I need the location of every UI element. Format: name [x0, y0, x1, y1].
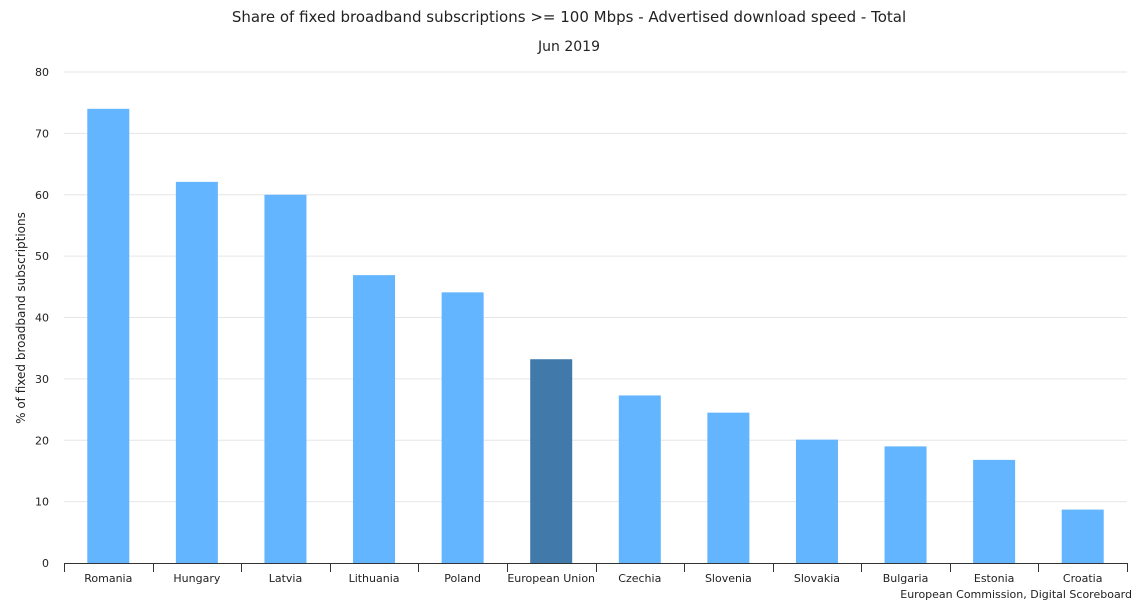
x-tick-label: Croatia	[1063, 572, 1103, 585]
bar-european-union[interactable]	[530, 359, 573, 563]
x-axis: Romania Hungary Latvia Lithuania Poland Europ…	[64, 563, 1128, 585]
y-tick-label: 60	[35, 189, 49, 202]
y-axis: 0 10 20 30 40 50 60 70 80	[35, 66, 49, 570]
bar-latvia[interactable]	[264, 194, 307, 563]
y-tick-label: 50	[35, 250, 49, 263]
y-tick-label: 20	[35, 434, 49, 447]
bar-czechia[interactable]	[618, 395, 661, 563]
bar-bulgaria[interactable]	[884, 446, 927, 563]
gridlines	[64, 71, 1127, 503]
x-tick-label: Hungary	[173, 572, 220, 585]
y-tick-label: 40	[35, 312, 49, 325]
bar-romania[interactable]	[87, 108, 130, 563]
x-tick-label: European Union	[507, 572, 595, 585]
bar-poland[interactable]	[441, 292, 484, 563]
y-tick-label: 70	[35, 127, 49, 140]
x-tick-label: Poland	[444, 572, 481, 585]
x-tick-label: Slovenia	[705, 572, 752, 585]
y-axis-label: % of fixed broadband subscriptions	[14, 212, 28, 424]
chart-title: Share of fixed broadband subscriptions >…	[232, 8, 906, 26]
y-tick-label: 10	[35, 496, 49, 509]
bar-slovenia[interactable]	[707, 412, 750, 563]
x-tick-label: Latvia	[269, 572, 303, 585]
bar-croatia[interactable]	[1061, 509, 1104, 563]
x-tick-label: Romania	[84, 572, 132, 585]
y-tick-label: 80	[35, 66, 49, 79]
bar-lithuania[interactable]	[353, 275, 396, 563]
x-tick-label: Czechia	[618, 572, 661, 585]
x-tick-label: Bulgaria	[883, 572, 929, 585]
credits-text[interactable]: European Commission, Digital Scoreboard	[900, 588, 1132, 601]
x-tick-label: Estonia	[974, 572, 1015, 585]
bar-slovakia[interactable]	[795, 439, 838, 563]
y-tick-label: 30	[35, 373, 49, 386]
chart-subtitle: Jun 2019	[537, 39, 600, 55]
y-tick-label: 0	[42, 557, 49, 570]
x-tick-label: Slovakia	[794, 572, 840, 585]
x-tick-label: Lithuania	[349, 572, 400, 585]
bar-estonia[interactable]	[973, 459, 1016, 563]
bar-hungary[interactable]	[175, 181, 218, 563]
bars	[87, 108, 1104, 563]
